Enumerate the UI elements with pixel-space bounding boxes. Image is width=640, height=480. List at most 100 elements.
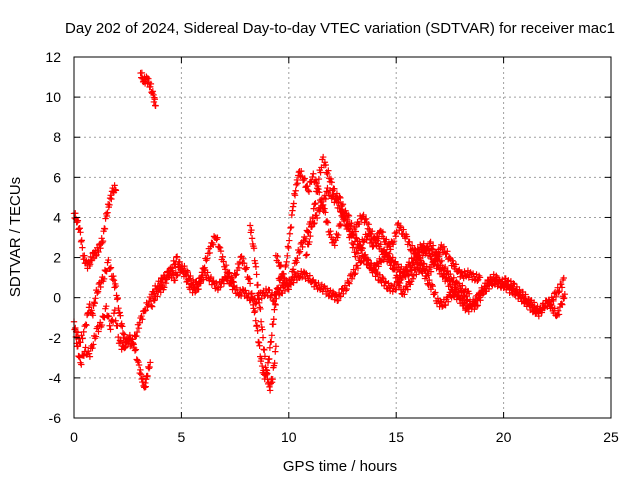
- data-point: [117, 338, 125, 345]
- data-point: [459, 282, 466, 289]
- data-point: [323, 217, 331, 225]
- data-point: [99, 237, 107, 245]
- data-point: [151, 296, 158, 304]
- data-point: [148, 302, 155, 309]
- data-point: [305, 188, 313, 195]
- data-point: [287, 280, 294, 287]
- data-point: [111, 284, 118, 291]
- data-point: [119, 330, 127, 337]
- data-point: [216, 243, 223, 251]
- x-tick-label: 10: [281, 429, 297, 445]
- data-point: [310, 170, 317, 177]
- data-point: [255, 299, 263, 307]
- data-point: [79, 244, 86, 251]
- data-point: [294, 255, 301, 262]
- data-point: [342, 207, 349, 214]
- data-point: [301, 175, 308, 182]
- data-point: [348, 219, 355, 227]
- data-point: [425, 247, 433, 254]
- data-point: [163, 276, 170, 283]
- data-point: [332, 291, 339, 298]
- data-point: [335, 297, 342, 304]
- data-point: [261, 353, 269, 360]
- data-point: [201, 264, 208, 271]
- data-point: [86, 353, 94, 360]
- data-point: [148, 303, 156, 310]
- data-point: [235, 264, 243, 272]
- data-point: [560, 294, 568, 302]
- data-point: [431, 290, 438, 298]
- data-point: [246, 280, 254, 287]
- data-point: [258, 362, 266, 370]
- data-point: [404, 268, 411, 275]
- data-point: [106, 265, 114, 273]
- data-point: [94, 288, 102, 295]
- data-point: [313, 188, 320, 195]
- data-point: [100, 275, 108, 283]
- data-point: [146, 363, 153, 371]
- data-point: [362, 215, 370, 222]
- data-point: [449, 257, 456, 264]
- data-point: [162, 279, 170, 287]
- data-point: [322, 195, 329, 203]
- data-point: [277, 262, 284, 270]
- data-point: [295, 249, 303, 257]
- data-point: [92, 295, 99, 302]
- series-track-b: [70, 182, 120, 272]
- data-point: [107, 192, 114, 199]
- y-tick-label: -6: [49, 410, 62, 426]
- data-point: [139, 375, 147, 382]
- data-point: [362, 251, 369, 258]
- data-point: [293, 181, 300, 188]
- data-point: [288, 211, 296, 219]
- data-point: [272, 348, 279, 355]
- data-point: [411, 264, 418, 271]
- data-point: [289, 207, 296, 214]
- data-point: [97, 245, 104, 252]
- data-point: [527, 301, 535, 308]
- data-point: [280, 270, 287, 278]
- data-point: [326, 187, 334, 194]
- data-point: [283, 276, 290, 284]
- data-point: [417, 255, 424, 263]
- data-point: [291, 192, 299, 199]
- data-point: [323, 285, 331, 292]
- data-point: [87, 253, 94, 261]
- data-point: [353, 262, 361, 269]
- data-point: [252, 300, 259, 307]
- y-axis-label: SDTVAR / TECUs: [7, 177, 24, 297]
- data-point: [401, 271, 408, 279]
- data-point: [442, 301, 449, 309]
- data-point: [340, 290, 347, 297]
- data-point: [77, 339, 84, 346]
- y-tick-labels: -6 -4 -2 0 2 4 6 8 10 12: [45, 49, 61, 426]
- data-point: [142, 307, 149, 314]
- data-point: [242, 287, 249, 294]
- data-point: [145, 365, 153, 372]
- data-point: [350, 266, 357, 273]
- data-point: [306, 238, 313, 246]
- data-point: [145, 301, 152, 308]
- data-point: [304, 182, 311, 190]
- data-point: [105, 256, 112, 264]
- data-point: [206, 249, 213, 257]
- data-point: [283, 258, 290, 265]
- data-point: [379, 228, 387, 236]
- data-point: [407, 281, 414, 288]
- data-point: [351, 271, 358, 278]
- data-point: [288, 275, 295, 283]
- data-point: [83, 322, 90, 329]
- x-tick-label: 5: [178, 429, 186, 445]
- data-point: [161, 284, 168, 291]
- data-point: [327, 228, 334, 235]
- data-point: [133, 332, 140, 340]
- data-point: [95, 328, 102, 335]
- data-point: [246, 222, 254, 229]
- data-point: [429, 242, 437, 249]
- data-point: [250, 245, 258, 252]
- series-track-a: [70, 250, 569, 368]
- data-point: [262, 364, 269, 371]
- data-point: [368, 228, 376, 235]
- data-point: [266, 387, 274, 394]
- data-point: [328, 293, 335, 301]
